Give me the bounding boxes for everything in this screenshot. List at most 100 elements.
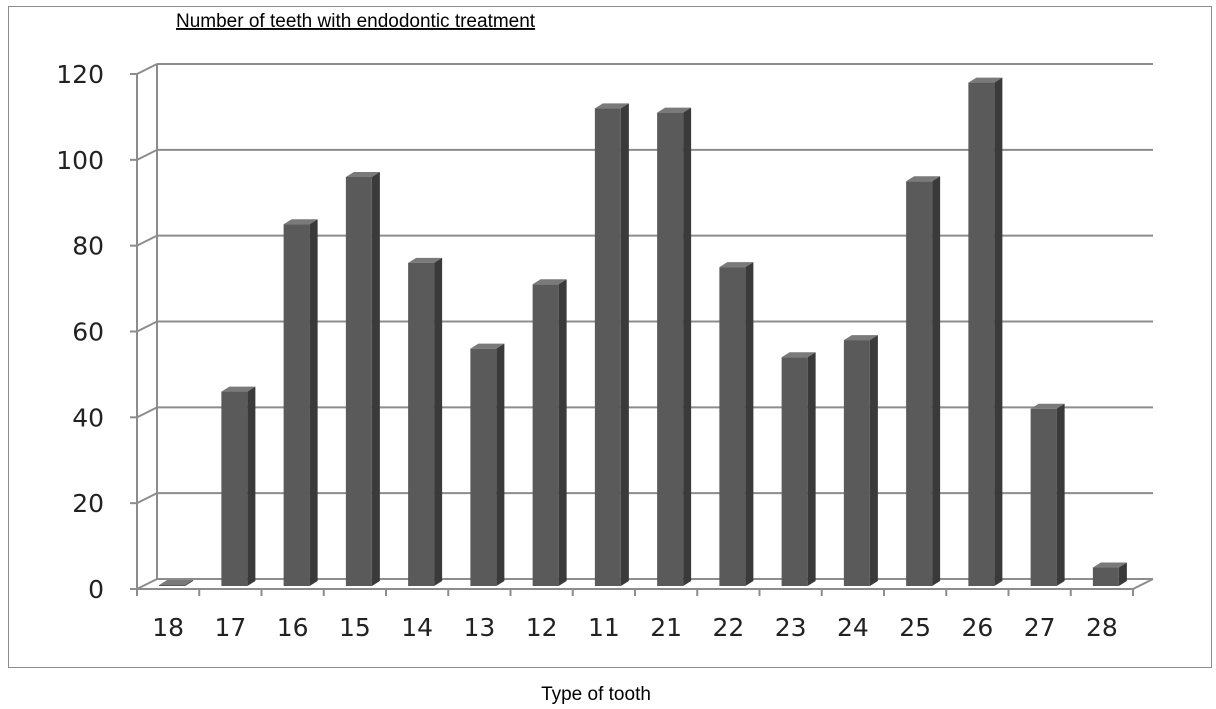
y-tick-label: 60 xyxy=(72,318,104,347)
gridline-stub xyxy=(136,234,158,247)
bar-group xyxy=(221,386,256,586)
bar-group xyxy=(843,335,878,586)
bar-group xyxy=(719,262,754,586)
bar-group xyxy=(1030,403,1065,586)
bar xyxy=(843,340,870,586)
x-tick-label: 22 xyxy=(712,613,744,642)
bars xyxy=(159,77,1127,587)
bar-side xyxy=(994,77,1003,586)
bar-top xyxy=(1030,403,1065,409)
bar-top xyxy=(968,77,1003,83)
bar xyxy=(1092,567,1119,586)
x-tick-label: 13 xyxy=(463,613,495,642)
bar-group xyxy=(408,257,443,586)
x-axis-end xyxy=(1132,578,1154,590)
bar-group xyxy=(968,77,1003,586)
bar-side xyxy=(932,176,941,586)
bar xyxy=(221,391,248,586)
bar-top xyxy=(159,580,194,585)
x-axis-label: Type of tooth xyxy=(541,684,651,705)
bar-top xyxy=(345,172,380,177)
x-tick-label: 25 xyxy=(899,613,931,642)
x-tick-label: 28 xyxy=(1086,613,1118,642)
bar-top xyxy=(781,352,816,358)
bar-top xyxy=(408,257,443,263)
bar-side xyxy=(807,352,816,586)
bar xyxy=(159,585,186,586)
bar-top xyxy=(470,343,505,349)
y-tick-label: 0 xyxy=(88,575,104,604)
bar-side xyxy=(558,279,567,586)
bar-side xyxy=(1056,403,1065,586)
x-tick-label: 21 xyxy=(650,613,682,642)
bar xyxy=(594,108,621,586)
bar-top xyxy=(221,386,256,392)
bar-top xyxy=(594,103,629,109)
bar-group xyxy=(532,279,567,586)
gridline-stub xyxy=(136,406,158,419)
gridline-stub xyxy=(136,63,158,75)
bar-side xyxy=(869,335,878,586)
x-tick-label: 16 xyxy=(277,613,309,642)
bar-side xyxy=(745,262,754,586)
x-tick-label: 24 xyxy=(837,613,869,642)
bar-side xyxy=(247,386,256,586)
bar-group xyxy=(1092,562,1127,586)
y-tick-labels: 0 20 40 60 80 100 120 xyxy=(56,60,104,604)
bar-top xyxy=(283,219,318,225)
y-tick-label: 80 xyxy=(72,232,104,261)
x-tick-label: 23 xyxy=(775,613,807,642)
bar-side xyxy=(185,580,194,586)
y-tick-label: 120 xyxy=(56,60,104,89)
bar-group xyxy=(906,176,941,586)
axes xyxy=(130,64,1154,596)
bar-group xyxy=(657,107,692,586)
x-tick-label: 18 xyxy=(152,613,184,642)
y-tick-label: 100 xyxy=(56,146,104,175)
gridline-stub xyxy=(136,320,158,333)
bar-side xyxy=(1118,562,1127,586)
bar xyxy=(345,177,372,586)
y-tick-label: 40 xyxy=(72,403,104,432)
bar-side xyxy=(371,172,380,586)
bar-side xyxy=(620,103,629,586)
gridline-stub xyxy=(136,578,158,590)
bar xyxy=(781,357,808,586)
bar-top xyxy=(906,176,941,182)
bar-side xyxy=(683,107,692,586)
chart-frame xyxy=(8,6,1212,668)
bar xyxy=(408,262,435,586)
x-tick-label: 15 xyxy=(339,613,371,642)
x-tick-label: 17 xyxy=(214,613,246,642)
bar xyxy=(283,224,310,587)
x-tick-label: 12 xyxy=(526,613,558,642)
bar-side xyxy=(309,219,318,587)
bar-group xyxy=(283,219,318,587)
bar-group xyxy=(159,580,194,586)
bar xyxy=(657,112,684,586)
bar-group xyxy=(470,343,505,586)
x-tick-label: 14 xyxy=(401,613,433,642)
bar xyxy=(906,181,933,586)
x-tick-label: 11 xyxy=(588,613,620,642)
bar xyxy=(968,82,995,586)
bar-top xyxy=(719,262,754,268)
bar xyxy=(719,267,746,586)
y-tick-label: 20 xyxy=(72,489,104,518)
x-tick-label: 27 xyxy=(1024,613,1056,642)
bar-top xyxy=(1092,562,1127,568)
bar-group xyxy=(345,172,380,586)
bar-group xyxy=(781,352,816,586)
bar-top xyxy=(532,279,567,285)
bar-group xyxy=(594,103,629,586)
bar-side xyxy=(496,343,505,586)
x-tick-label: 26 xyxy=(961,613,993,642)
x-tick-labels: 18 17 16 15 14 13 12 11 21 22 23 24 25 26 27 28 xyxy=(152,613,1118,642)
gridline-stub xyxy=(136,492,158,505)
bar-top xyxy=(843,335,878,341)
bar xyxy=(1030,408,1057,586)
bar xyxy=(470,348,497,586)
bar xyxy=(532,284,559,586)
chart-title: Number of teeth with endodontic treatmen… xyxy=(176,11,536,32)
